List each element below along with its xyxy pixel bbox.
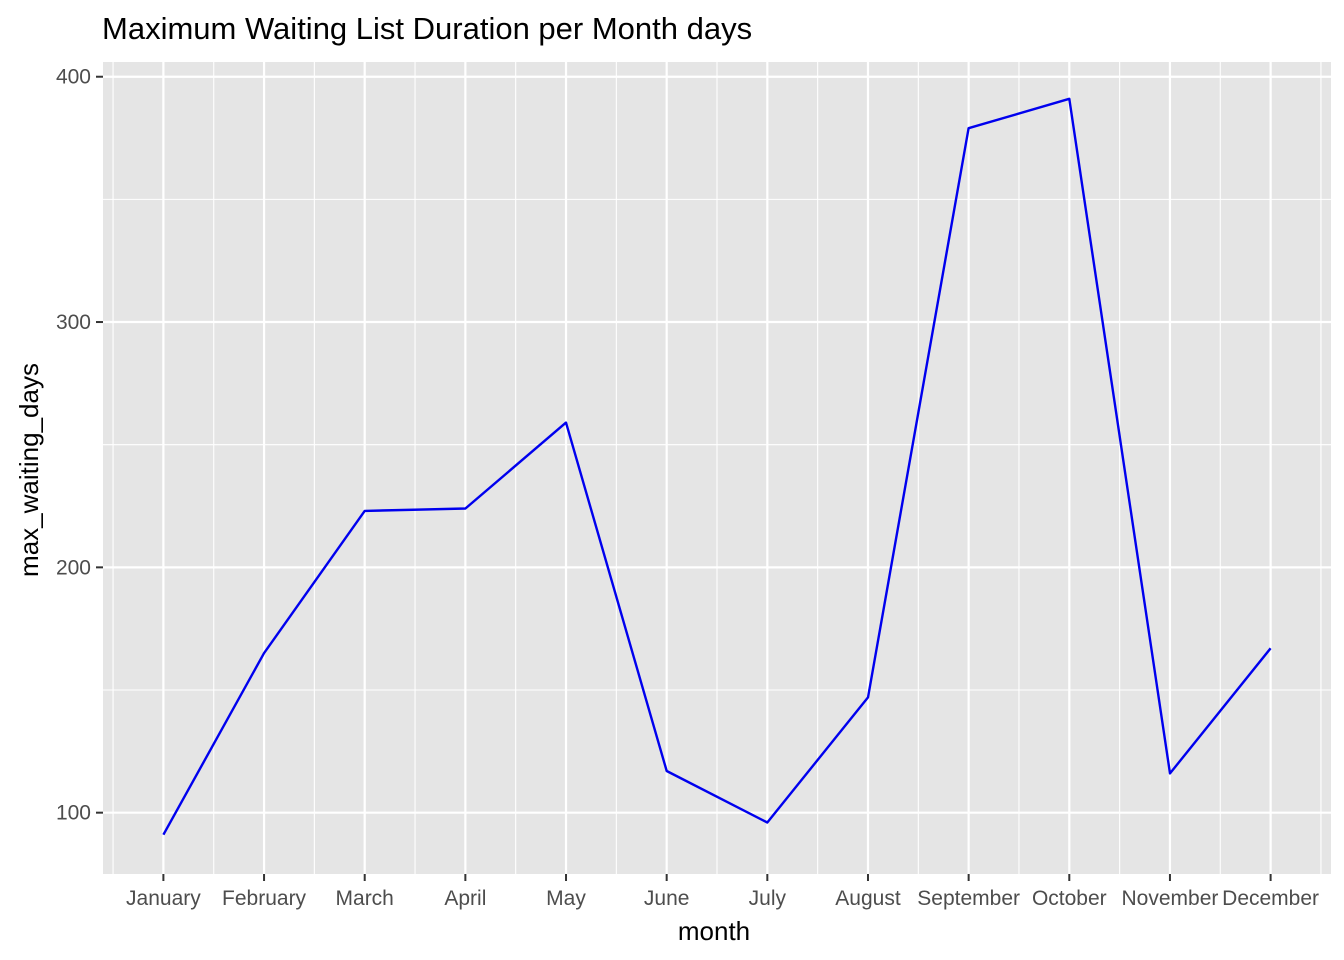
y-axis: 100 200 300 400 (56, 66, 103, 825)
x-axis-title: month (678, 916, 750, 946)
chart-title: Maximum Waiting List Duration per Month … (102, 11, 752, 46)
x-tick-label: March (336, 887, 394, 910)
x-tick-label: January (126, 887, 201, 910)
y-tick-label: 100 (56, 802, 91, 825)
series-group (162, 97, 1272, 836)
x-tick-label: June (644, 887, 690, 910)
x-tick-label: May (546, 887, 586, 910)
x-tick-label: November (1122, 887, 1219, 910)
series-line (162, 97, 1272, 836)
y-tick-label: 200 (56, 556, 91, 579)
major-gridlines (103, 62, 1331, 874)
x-axis: January February March April May June July Augu… (126, 874, 1319, 910)
y-tick-label: 300 (56, 311, 91, 334)
x-tick-label: July (749, 887, 787, 910)
x-tick-label: February (222, 887, 307, 910)
x-tick-label: October (1032, 887, 1107, 910)
y-tick-label: 400 (56, 66, 91, 89)
y-axis-title: max_waiting_days (14, 363, 44, 577)
x-tick-label: September (917, 887, 1020, 910)
minor-gridlines (103, 62, 1331, 874)
x-tick-label: April (444, 887, 486, 910)
x-tick-label: August (835, 887, 901, 910)
x-tick-label: December (1222, 887, 1319, 910)
